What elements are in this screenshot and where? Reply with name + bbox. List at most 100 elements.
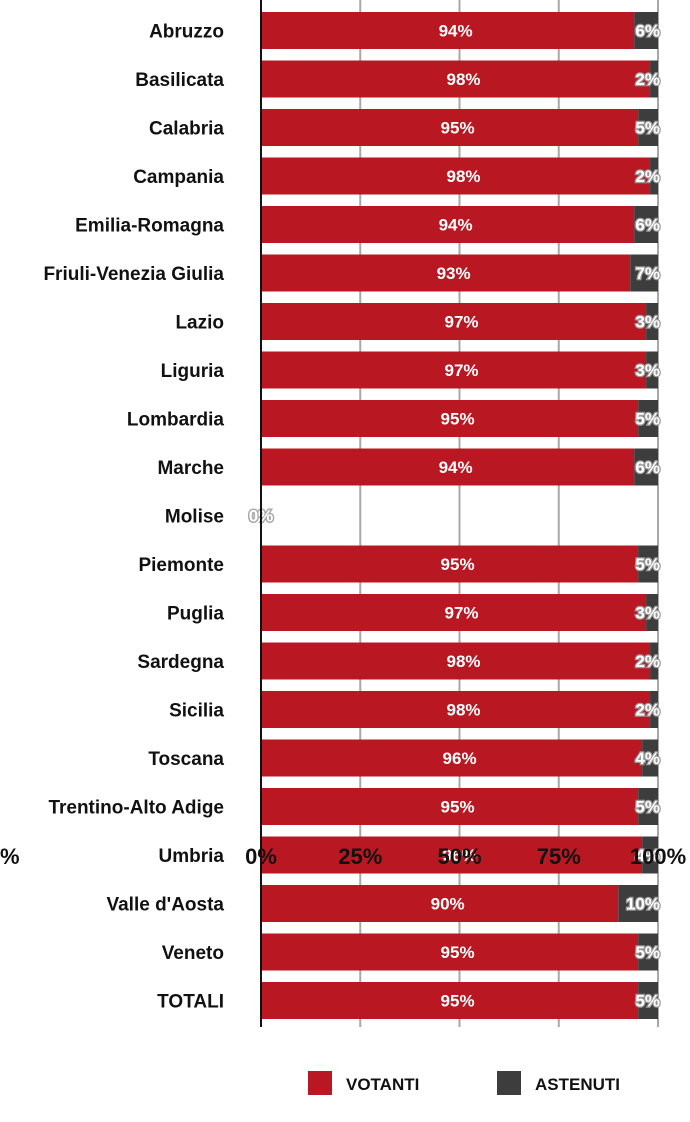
category-label-totali: TOTALI bbox=[157, 992, 224, 1013]
bar-label-votanti-marche: 94% bbox=[439, 458, 473, 477]
bar-label-votanti-lazio: 97% bbox=[445, 313, 479, 332]
bar-label-votanti-basilicata: 98% bbox=[447, 70, 481, 89]
bar-label-votanti-puglia: 97% bbox=[445, 604, 479, 623]
bar-votanti-trentino-alto-adige bbox=[261, 788, 639, 825]
bar-astenuti-piemonte bbox=[638, 545, 658, 583]
x-tick-label-75: 75% bbox=[537, 844, 581, 869]
bar-astenuti-calabria bbox=[638, 109, 658, 146]
bar-votanti-lombardia bbox=[261, 400, 639, 437]
bar-label-votanti-valle-d-aosta: 90% bbox=[431, 895, 465, 914]
legend-label-votanti: VOTANTI bbox=[346, 1075, 419, 1094]
legend: VOTANTI ASTENUTI bbox=[308, 1071, 620, 1095]
bar-votanti-friuli-venezia-giulia bbox=[261, 254, 631, 292]
bar-votanti-marche bbox=[261, 448, 635, 486]
bar-label-astenuti-lombardia: 5% bbox=[635, 410, 660, 429]
category-label-abruzzo: Abruzzo bbox=[149, 22, 224, 43]
category-label-toscana: Toscana bbox=[148, 749, 224, 770]
bar-label-astenuti-abruzzo: 6% bbox=[635, 22, 660, 41]
category-label-veneto: Veneto bbox=[162, 943, 224, 964]
bars bbox=[261, 12, 658, 1019]
bar-astenuti-lombardia bbox=[638, 400, 658, 437]
bar-label-votanti-campania: 98% bbox=[447, 167, 481, 186]
bar-label-votanti-calabria: 95% bbox=[441, 119, 475, 138]
bar-label-astenuti-calabria: 5% bbox=[635, 119, 660, 138]
bar-astenuti-emilia-romagna bbox=[634, 206, 658, 243]
bar-label-votanti-sardegna: 98% bbox=[447, 652, 481, 671]
bar-votanti-totali bbox=[261, 982, 639, 1019]
legend-label-astenuti: ASTENUTI bbox=[535, 1075, 620, 1094]
category-label-valle-d-aosta: Valle d'Aosta bbox=[106, 895, 224, 916]
bar-astenuti-sardegna bbox=[650, 642, 658, 680]
bar-votanti-calabria bbox=[261, 109, 639, 146]
bar-astenuti-toscana bbox=[642, 739, 658, 777]
bar-label-votanti-sicilia: 98% bbox=[447, 701, 481, 720]
category-label-sicilia: Sicilia bbox=[169, 701, 224, 722]
bar-votanti-basilicata bbox=[261, 60, 651, 98]
bar-label-votanti-liguria: 97% bbox=[445, 361, 479, 380]
bar-astenuti-valle-d-aosta bbox=[618, 885, 658, 922]
bar-votanti-toscana bbox=[261, 739, 643, 777]
bar-astenuti-friuli-venezia-giulia bbox=[630, 254, 658, 292]
bar-label-astenuti-trentino-alto-adige: 5% bbox=[635, 798, 660, 817]
bar-votanti-valle-d-aosta bbox=[261, 885, 619, 922]
bar-label-votanti-abruzzo: 94% bbox=[439, 22, 473, 41]
x-tick-label-0: 0% bbox=[245, 844, 277, 869]
bar-label-astenuti-emilia-romagna: 6% bbox=[635, 216, 660, 235]
category-label-liguria: Liguria bbox=[161, 361, 225, 382]
bar-astenuti-totali bbox=[638, 982, 658, 1019]
category-label-puglia: Puglia bbox=[167, 604, 224, 625]
bar-votanti-abruzzo bbox=[261, 12, 635, 49]
bar-astenuti-umbria bbox=[642, 836, 658, 874]
bar-label-astenuti-basilicata: 2% bbox=[635, 70, 660, 89]
bar-votanti-umbria bbox=[261, 836, 643, 874]
bar-label-astenuti-umbria: 4% bbox=[635, 846, 660, 865]
bar-votanti-lazio bbox=[261, 303, 647, 340]
bar-label-astenuti-totali: 5% bbox=[635, 992, 660, 1011]
category-label-lazio: Lazio bbox=[175, 313, 224, 334]
bar-label-votanti-umbria: 96% bbox=[443, 846, 477, 865]
bar-astenuti-abruzzo bbox=[634, 12, 658, 49]
bar-votanti-emilia-romagna bbox=[261, 206, 635, 243]
bar-astenuti-liguria bbox=[646, 351, 658, 389]
bar-label-astenuti-campania: 2% bbox=[635, 167, 660, 186]
bar-astenuti-marche bbox=[634, 448, 658, 486]
x-axis: 0% 25% 50% 75% 100% bbox=[245, 0, 686, 1027]
bar-label-astenuti-piemonte: 5% bbox=[635, 555, 660, 574]
bar-votanti-sicilia bbox=[261, 691, 651, 728]
bar-label-astenuti-marche: 6% bbox=[635, 458, 660, 477]
x-tick-label-50: 50% bbox=[437, 844, 481, 869]
category-label-emilia-romagna: Emilia-Romagna bbox=[75, 216, 224, 237]
bar-label-votanti-veneto: 95% bbox=[441, 943, 475, 962]
bar-label-votanti-totali: 95% bbox=[441, 992, 475, 1011]
category-label-piemonte: Piemonte bbox=[138, 555, 224, 576]
cropped-percent-fragment: % bbox=[0, 844, 20, 869]
bar-votanti-campania bbox=[261, 157, 651, 195]
bar-astenuti-sicilia bbox=[650, 691, 658, 728]
category-label-sardegna: Sardegna bbox=[137, 652, 224, 673]
bar-label-votanti-lombardia: 95% bbox=[441, 410, 475, 429]
bar-label-astenuti-liguria: 3% bbox=[635, 361, 660, 380]
bar-label-votanti-toscana: 96% bbox=[443, 749, 477, 768]
category-label-campania: Campania bbox=[133, 167, 224, 188]
category-label-marche: Marche bbox=[157, 458, 224, 479]
bar-label-votanti-emilia-romagna: 94% bbox=[439, 216, 473, 235]
bar-astenuti-veneto bbox=[638, 933, 658, 971]
bar-label-astenuti-puglia: 3% bbox=[635, 604, 660, 623]
bar-label-astenuti-sardegna: 2% bbox=[635, 652, 660, 671]
bar-astenuti-campania bbox=[650, 157, 658, 195]
bar-label-astenuti-valle-d-aosta: 10% bbox=[626, 895, 660, 914]
bar-label-astenuti-sicilia: 2% bbox=[635, 701, 660, 720]
category-label-trentino-alto-adige: Trentino-Alto Adige bbox=[48, 798, 224, 819]
bar-votanti-sardegna bbox=[261, 642, 651, 680]
category-label-molise: Molise bbox=[165, 507, 224, 528]
bar-label-votanti-friuli-venezia-giulia: 93% bbox=[437, 264, 471, 283]
bar-astenuti-trentino-alto-adige bbox=[638, 788, 658, 825]
category-label-lombardia: Lombardia bbox=[127, 410, 225, 431]
legend-swatch-astenuti bbox=[497, 1071, 521, 1095]
category-labels: Abruzzo Basilicata Calabria Campania Emilia-… bbox=[43, 22, 224, 1013]
x-tick-label-100: 100% bbox=[630, 844, 686, 869]
category-label-calabria: Calabria bbox=[149, 119, 224, 140]
bar-votanti-puglia bbox=[261, 594, 647, 631]
category-label-friuli-venezia-giulia: Friuli-Venezia Giulia bbox=[43, 264, 224, 285]
